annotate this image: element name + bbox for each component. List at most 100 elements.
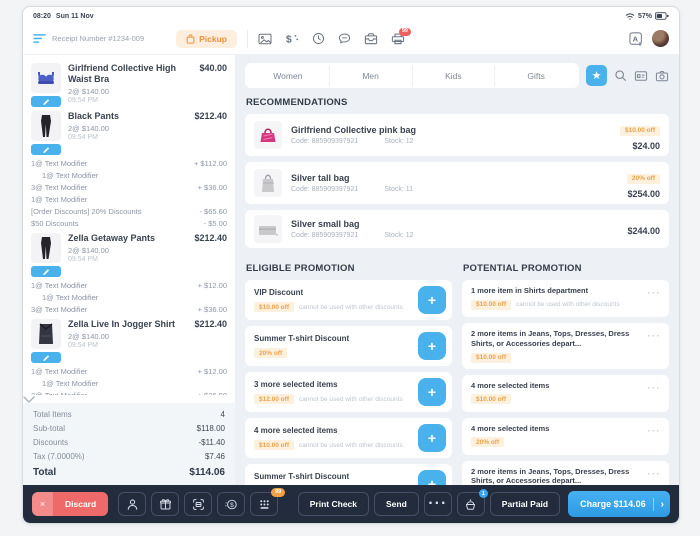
discount-badge: $12.00 off — [254, 394, 294, 405]
potential-promo-card: 4 more selected items ··· 20% off — [462, 417, 669, 455]
add-promotion-button[interactable]: + — [418, 424, 446, 452]
add-promotion-button[interactable]: + — [418, 470, 446, 485]
svg-text:$: $ — [286, 33, 292, 45]
add-promotion-button[interactable]: + — [418, 378, 446, 406]
item-discount: [Order Discounts] 20% Discounts - $65.60 — [31, 206, 227, 216]
keypad-button[interactable]: 99 — [250, 488, 286, 516]
inbox-icon[interactable] — [364, 32, 378, 45]
order-item[interactable]: Zella Getaway Pants $212.40 2@ $140.00 0… — [31, 233, 227, 315]
item-name: Girlfriend Collective High Waist Bra — [68, 63, 177, 84]
language-icon[interactable]: A g — [629, 31, 644, 46]
photo-icon[interactable] — [258, 33, 272, 45]
cash-icon[interactable]: $ — [285, 32, 299, 45]
tab-kids[interactable]: Kids — [413, 65, 496, 86]
basket-badge: 1 — [478, 489, 488, 498]
avatar[interactable] — [652, 30, 669, 47]
basket-button[interactable]: 1 — [456, 489, 488, 516]
header: Receipt Number #1234-009 Pickup $ — [23, 23, 679, 55]
search-icon[interactable] — [614, 69, 627, 82]
partial-paid-button[interactable]: Partial Paid — [489, 492, 561, 516]
category-tabbar: Women Men Kids Gifts — [245, 63, 579, 88]
tab-women[interactable]: Women — [247, 65, 330, 86]
more-icon[interactable]: ··· — [647, 331, 661, 341]
giftcard-icon[interactable] — [634, 70, 648, 82]
collapse-chevron-down-icon[interactable] — [23, 395, 235, 403]
more-icon[interactable]: ··· — [647, 288, 661, 298]
scan-button[interactable] — [184, 492, 213, 516]
charge-button[interactable]: Charge $114.06 › — [568, 491, 670, 517]
pickup-button[interactable]: Pickup — [176, 29, 237, 48]
edit-item-button[interactable] — [31, 144, 61, 155]
potential-promo-card: 2 more items in Jeans, Tops, Dresses, Dr… — [462, 460, 669, 485]
more-icon[interactable]: ··· — [647, 425, 661, 436]
item-modifier: 3@ Text Modifier + $36.00 — [31, 182, 227, 192]
chat-icon[interactable] — [338, 32, 351, 45]
recommendation-card[interactable]: Silver tall bag Code: 885909397921 Stock… — [245, 162, 669, 204]
svg-text:$: $ — [230, 501, 234, 508]
potential-promo-card: 2 more items in Jeans, Tops, Dresses, Dr… — [462, 323, 669, 369]
rec-name: Silver small bag — [291, 219, 360, 229]
discount-badge: $10.00 off — [471, 394, 511, 405]
rec-name: Silver tall bag — [291, 173, 350, 183]
item-time: 09:54 PM — [68, 255, 98, 263]
edit-item-button[interactable] — [31, 266, 61, 277]
rec-code: Code: 885909397921 — [291, 138, 359, 145]
product-image-silver-small-bag — [254, 215, 282, 243]
svg-text:g: g — [639, 41, 642, 46]
send-button[interactable]: Send — [374, 492, 419, 516]
discard-button[interactable]: × Discard — [32, 492, 109, 516]
divider — [652, 497, 654, 511]
item-name: Zella Getaway Pants — [68, 233, 156, 243]
star-icon: ★ — [591, 70, 602, 82]
rec-price: $244.00 — [627, 226, 660, 236]
order-item[interactable]: Zella Live In Jogger Shirt $212.40 2@ $1… — [31, 319, 227, 395]
print-check-button[interactable]: Print Check — [297, 492, 370, 516]
add-promotion-button[interactable]: + — [418, 286, 446, 314]
edit-item-button[interactable] — [31, 352, 61, 363]
basket-icon — [464, 498, 477, 511]
eligible-promo-card: 3 more selected items $12.00 off cannot b… — [245, 372, 452, 412]
more-icon[interactable]: ··· — [647, 382, 661, 393]
tab-gifts[interactable]: Gifts — [527, 70, 545, 81]
rec-price: $24.00 — [632, 141, 660, 151]
edit-item-button[interactable] — [31, 96, 61, 107]
gift-icon — [159, 498, 172, 511]
more-actions-button[interactable]: ··· — [423, 492, 452, 516]
tab-men[interactable]: Men — [330, 65, 413, 86]
item-modifier: 1@ Text Modifier — [42, 378, 99, 388]
clock-icon[interactable] — [312, 32, 325, 45]
order-item[interactable]: Black Pants $212.40 2@ $140.00 09:54 PM … — [31, 111, 227, 229]
receipt-menu-icon[interactable] — [33, 33, 46, 44]
item-price: $40.00 — [199, 63, 227, 73]
status-time: 08:20 — [33, 12, 51, 20]
more-icon[interactable]: ··· — [647, 468, 661, 479]
order-item[interactable]: Girlfriend Collective High Waist Bra $40… — [31, 63, 227, 107]
customer-button[interactable] — [118, 492, 147, 516]
add-promotion-button[interactable]: + — [418, 332, 446, 360]
wifi-icon — [625, 12, 635, 21]
camera-icon[interactable] — [655, 70, 669, 82]
favorites-button[interactable]: ★ — [586, 65, 607, 86]
product-image-pants — [31, 233, 61, 263]
product-image-bra — [31, 63, 61, 93]
battery-icon — [655, 12, 669, 20]
battery-percent: 57% — [637, 12, 652, 20]
eligible-promo-card: Summer T-shirt Discount 20% off + — [245, 464, 452, 485]
gift-button[interactable] — [151, 492, 180, 516]
eligible-promotion-column: ELIGIBLE PROMOTION VIP Discount $10.00 o… — [245, 254, 452, 485]
cash-register-button[interactable]: $ — [217, 492, 246, 516]
item-modifier: 1@ Text Modifier — [31, 194, 88, 204]
close-icon[interactable]: × — [32, 492, 53, 516]
item-modifier: 1@ Text Modifier — [42, 170, 99, 180]
item-qty: 2@ $140.00 — [68, 331, 109, 341]
recommendation-card[interactable]: Silver small bag Code: 885909397921 Stoc… — [245, 210, 669, 248]
recommendations-title: RECOMMENDATIONS — [246, 97, 348, 108]
print-icon[interactable]: 99 — [391, 28, 411, 45]
item-qty: 2@ $140.00 — [68, 86, 109, 96]
item-time: 09:54 PM — [68, 96, 98, 104]
recommendation-card[interactable]: Girlfriend Collective pink bag Code: 885… — [245, 114, 669, 156]
eligible-promo-card: VIP Discount $10.00 off cannot be used wi… — [245, 280, 452, 320]
print-notification-badge: 99 — [398, 28, 411, 36]
order-panel: Girlfriend Collective High Waist Bra $40… — [23, 55, 235, 485]
item-name: Zella Live In Jogger Shirt — [68, 319, 176, 329]
